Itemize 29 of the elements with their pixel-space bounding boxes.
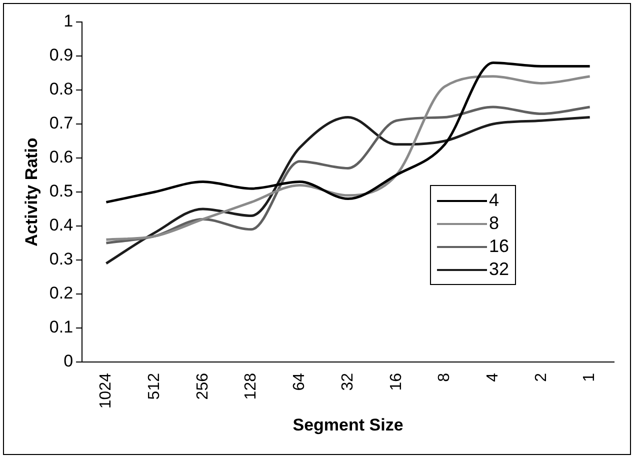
x-tick-label: 512 [146,372,163,400]
y-tick-label: 0 [64,352,74,371]
y-tick-label: 0.1 [49,318,74,337]
x-tick-label: 256 [194,372,212,400]
legend-label: 4 [489,190,500,211]
legend-label: 8 [489,213,500,234]
x-tick-label: 2 [532,372,550,382]
y-tick-label: 1 [64,12,74,31]
x-tick-label: 4 [484,372,502,382]
x-tick-label: 8 [436,372,454,382]
y-tick-label: 0.8 [49,80,74,99]
y-tick-label: 0.3 [49,250,74,269]
x-axis-title: Segment Size [292,415,404,434]
line-series [104,75,592,241]
legend-label: 32 [489,259,510,280]
x-tick-label: 128 [242,372,260,400]
y-tick-label: 0.9 [49,46,74,65]
y-axis-title: Activity Ratio [22,138,41,246]
x-tick-label: 32 [339,372,356,391]
x-tick-label: 1024 [98,372,115,409]
x-tick-label: 1 [581,372,598,382]
y-tick-label: 0.7 [49,114,74,133]
y-tick-label: 0.6 [49,148,74,167]
y-tick-label: 0.5 [49,182,74,201]
y-tick-label: 0.4 [49,216,74,235]
x-tick-label: 16 [388,372,405,391]
x-tick-label: 64 [291,372,308,391]
y-tick-label: 0.2 [49,284,74,303]
legend-label: 16 [489,236,510,257]
